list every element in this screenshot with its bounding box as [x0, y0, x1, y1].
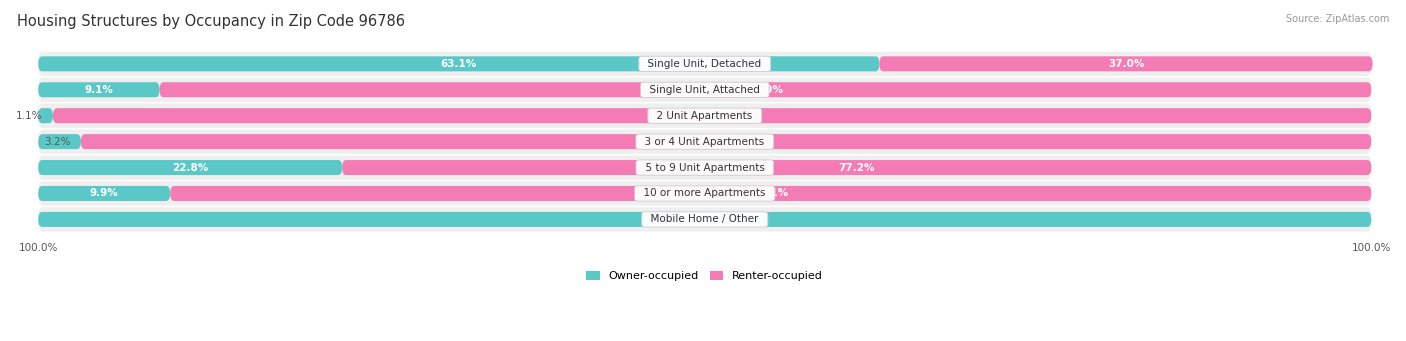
FancyBboxPatch shape — [38, 104, 1371, 128]
Text: 1.1%: 1.1% — [15, 111, 42, 121]
FancyBboxPatch shape — [38, 82, 159, 97]
Text: Housing Structures by Occupancy in Zip Code 96786: Housing Structures by Occupancy in Zip C… — [17, 14, 405, 29]
FancyBboxPatch shape — [879, 56, 1372, 71]
Text: 10 or more Apartments: 10 or more Apartments — [637, 189, 772, 198]
FancyBboxPatch shape — [38, 186, 170, 201]
FancyBboxPatch shape — [38, 108, 53, 123]
Text: 9.1%: 9.1% — [84, 85, 114, 95]
FancyBboxPatch shape — [159, 82, 1371, 97]
FancyBboxPatch shape — [342, 160, 1371, 175]
FancyBboxPatch shape — [38, 160, 342, 175]
Text: 98.9%: 98.9% — [695, 111, 730, 121]
FancyBboxPatch shape — [38, 181, 1371, 206]
Text: 9.9%: 9.9% — [90, 189, 118, 198]
Text: 90.1%: 90.1% — [752, 189, 789, 198]
Text: 37.0%: 37.0% — [1108, 59, 1144, 69]
FancyBboxPatch shape — [53, 108, 1371, 123]
Text: 100.0%: 100.0% — [683, 214, 727, 224]
FancyBboxPatch shape — [170, 186, 1371, 201]
Text: Mobile Home / Other: Mobile Home / Other — [644, 214, 765, 224]
Legend: Owner-occupied, Renter-occupied: Owner-occupied, Renter-occupied — [582, 266, 828, 286]
Text: Single Unit, Detached: Single Unit, Detached — [641, 59, 768, 69]
FancyBboxPatch shape — [38, 78, 1371, 102]
Text: 3 or 4 Unit Apartments: 3 or 4 Unit Apartments — [638, 137, 770, 147]
FancyBboxPatch shape — [38, 56, 879, 71]
Text: 96.8%: 96.8% — [709, 137, 744, 147]
FancyBboxPatch shape — [82, 134, 1371, 149]
Text: 63.1%: 63.1% — [440, 59, 477, 69]
FancyBboxPatch shape — [38, 134, 82, 149]
FancyBboxPatch shape — [38, 207, 1371, 232]
FancyBboxPatch shape — [38, 155, 1371, 180]
FancyBboxPatch shape — [38, 212, 1371, 227]
Text: 77.2%: 77.2% — [838, 163, 875, 173]
Text: 22.8%: 22.8% — [172, 163, 208, 173]
Text: 2 Unit Apartments: 2 Unit Apartments — [651, 111, 759, 121]
FancyBboxPatch shape — [38, 51, 1371, 76]
Text: Single Unit, Attached: Single Unit, Attached — [643, 85, 766, 95]
FancyBboxPatch shape — [38, 130, 1371, 154]
Text: 3.2%: 3.2% — [44, 137, 70, 147]
Text: 90.9%: 90.9% — [748, 85, 783, 95]
Text: 5 to 9 Unit Apartments: 5 to 9 Unit Apartments — [638, 163, 770, 173]
Text: Source: ZipAtlas.com: Source: ZipAtlas.com — [1285, 14, 1389, 24]
